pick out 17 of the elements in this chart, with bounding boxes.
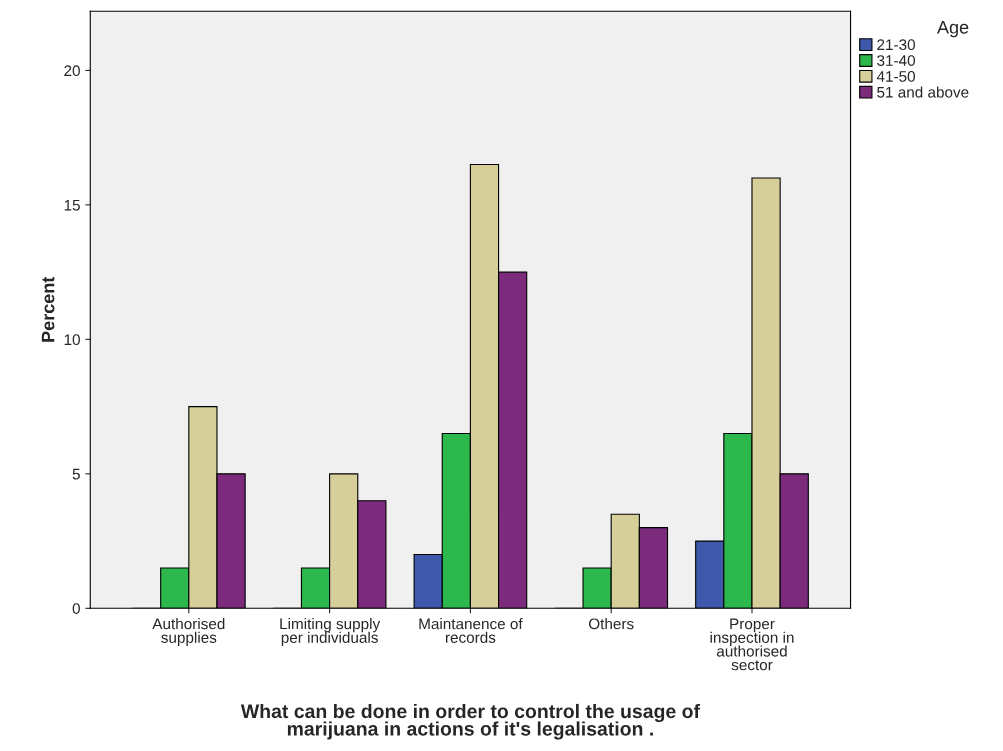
x-tick-label: Proper inspection in authorised sector <box>710 618 794 671</box>
y-tick-label: 10 <box>64 334 80 346</box>
x-axis-title: What can be done in order to control the usage of marijuana in actions of it's legalisation . <box>240 703 701 740</box>
legend-label: 21-30 <box>877 39 915 51</box>
legend-label: 51 and above <box>877 86 969 98</box>
x-tick-label: Limiting supply per individuals <box>280 618 381 646</box>
legend-title: Age <box>937 21 969 38</box>
y-tick-label: 20 <box>64 65 80 77</box>
y-tick-label: 5 <box>72 468 80 480</box>
legend-label: 31-40 <box>877 55 915 66</box>
y-tick-label: 15 <box>64 199 80 211</box>
legend-label: 41-50 <box>876 70 915 82</box>
x-tick-label: Others <box>589 618 634 630</box>
y-tick-label: 0 <box>72 603 80 614</box>
x-tick-label: Authorised supplies <box>152 618 225 646</box>
y-axis-title: Percent <box>41 276 55 342</box>
x-tick-label: Maintanence of records <box>419 618 523 643</box>
